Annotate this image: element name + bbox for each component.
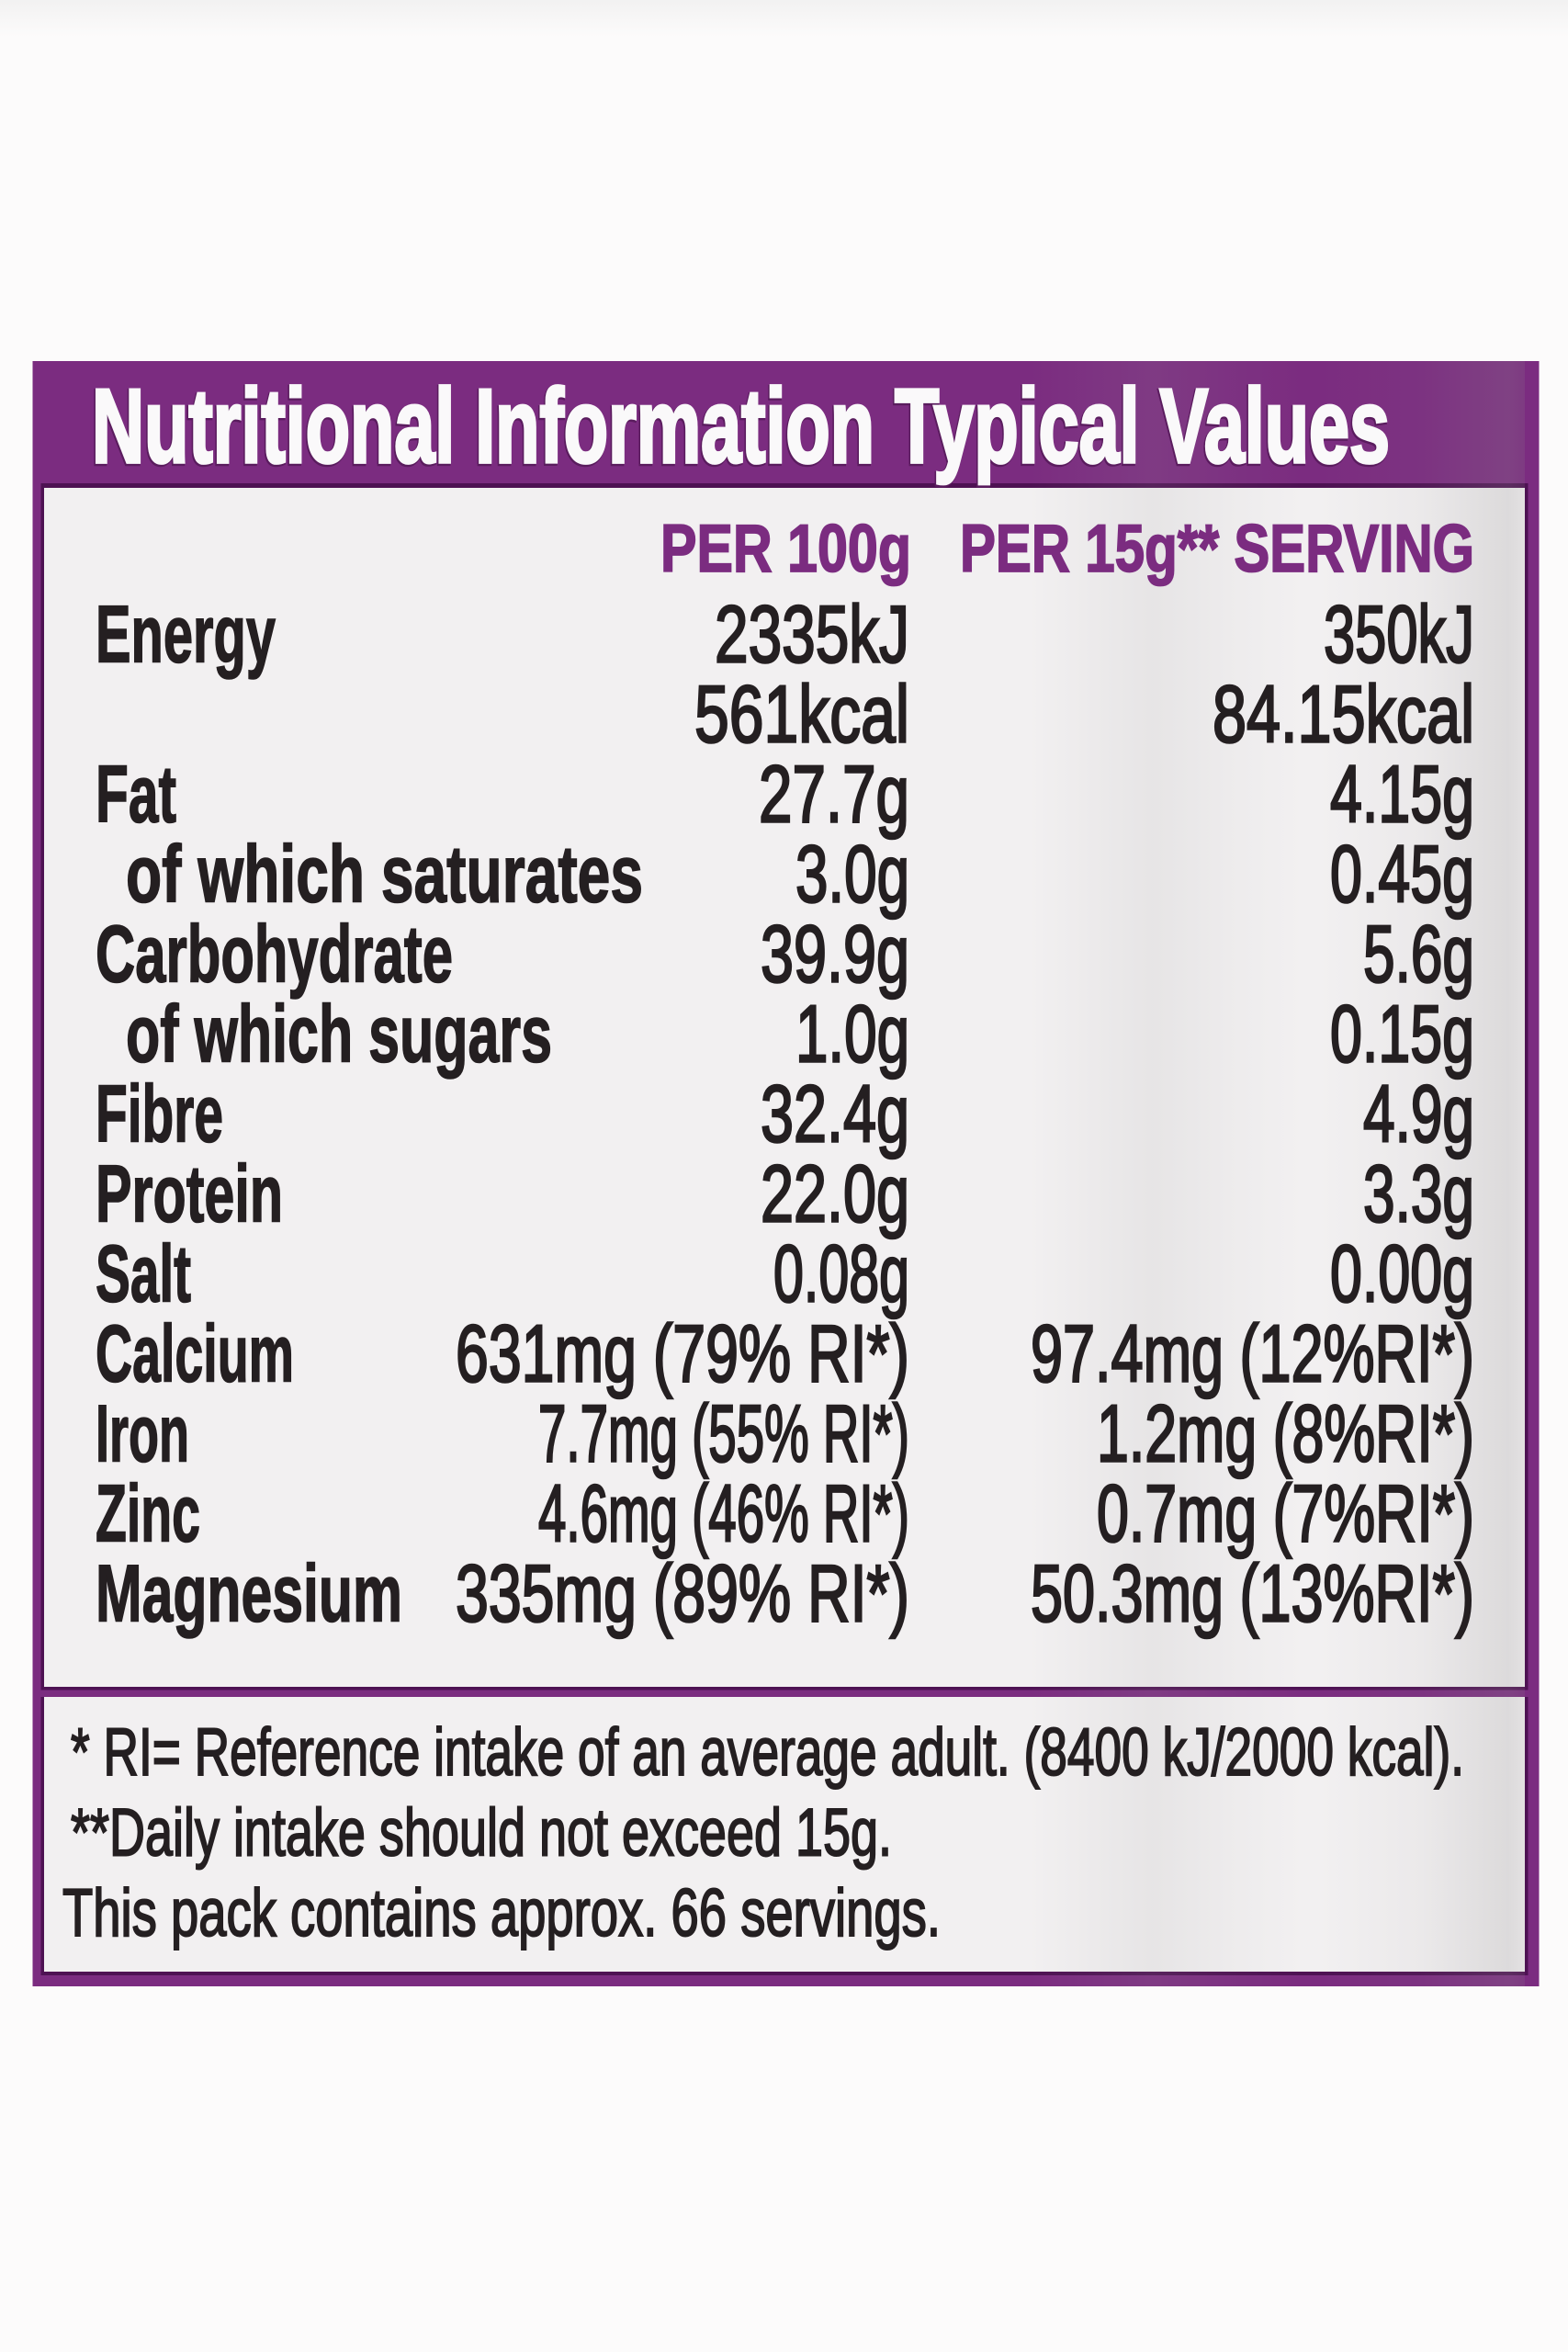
svg-text:1.0g: 1.0g [795, 989, 909, 1080]
svg-text:Magnesium: Magnesium [96, 1548, 402, 1639]
svg-text:of which saturates: of which saturates [126, 829, 643, 920]
svg-text:0.45g: 0.45g [1330, 829, 1474, 920]
svg-text:Nutritional Information Typica: Nutritional Information Typical Values [91, 370, 1389, 487]
svg-text:631mg (79% RI*): 631mg (79% RI*) [456, 1308, 909, 1399]
svg-text:0.7mg (7%RI*): 0.7mg (7%RI*) [1097, 1468, 1474, 1559]
svg-text:97.4mg (12%RI*): 97.4mg (12%RI*) [1031, 1308, 1474, 1399]
svg-text:of which sugars: of which sugars [126, 989, 552, 1080]
svg-text:0.08g: 0.08g [773, 1228, 909, 1319]
svg-text:0.15g: 0.15g [1330, 989, 1474, 1080]
svg-text:Zinc: Zinc [96, 1468, 200, 1559]
svg-text:4.6mg (46% RI*): 4.6mg (46% RI*) [538, 1468, 909, 1559]
svg-text:4.9g: 4.9g [1363, 1069, 1474, 1159]
svg-text:561kcal: 561kcal [694, 669, 909, 760]
svg-text:Calcium: Calcium [96, 1308, 294, 1399]
svg-text:32.4g: 32.4g [761, 1069, 909, 1159]
svg-text:50.3mg (13%RI*): 50.3mg (13%RI*) [1031, 1548, 1474, 1639]
svg-text:27.7g: 27.7g [759, 749, 909, 840]
svg-text:7.7mg (55% RI*): 7.7mg (55% RI*) [538, 1388, 909, 1479]
svg-text:PER 100g: PER 100g [660, 512, 911, 586]
svg-text:Iron: Iron [96, 1388, 189, 1479]
svg-text:0.00g: 0.00g [1330, 1228, 1474, 1319]
svg-text:3.0g: 3.0g [795, 829, 909, 920]
svg-text:2335kJ: 2335kJ [715, 589, 909, 680]
svg-text:* RI= Reference intake of an a: * RI= Reference intake of an average adu… [71, 1715, 1464, 1790]
svg-text:5.6g: 5.6g [1363, 909, 1474, 1000]
svg-text:84.15kcal: 84.15kcal [1213, 669, 1474, 760]
svg-text:This pack contains approx. 66: This pack contains approx. 66 servings. [62, 1876, 941, 1951]
svg-text:**Daily intake should not exce: **Daily intake should not exceed 15g. [71, 1796, 892, 1871]
svg-text:Salt: Salt [96, 1228, 191, 1319]
svg-text:Fat: Fat [96, 749, 176, 840]
svg-text:Carbohydrate: Carbohydrate [96, 909, 453, 1000]
svg-text:PER 15g** SERVING: PER 15g** SERVING [960, 512, 1474, 586]
svg-text:22.0g: 22.0g [761, 1148, 909, 1239]
svg-text:3.3g: 3.3g [1363, 1148, 1474, 1239]
svg-text:350kJ: 350kJ [1324, 589, 1474, 680]
svg-text:Nutritional Information Typica: Nutritional Information Typical Values [92, 368, 1390, 485]
svg-text:1.2mg (8%RI*): 1.2mg (8%RI*) [1097, 1388, 1474, 1479]
svg-text:335mg (89% RI*): 335mg (89% RI*) [456, 1548, 909, 1639]
svg-text:Fibre: Fibre [96, 1069, 223, 1159]
svg-text:Protein: Protein [96, 1148, 283, 1239]
svg-text:Energy: Energy [96, 589, 276, 680]
svg-text:4.15g: 4.15g [1330, 749, 1474, 840]
svg-text:39.9g: 39.9g [761, 909, 909, 1000]
